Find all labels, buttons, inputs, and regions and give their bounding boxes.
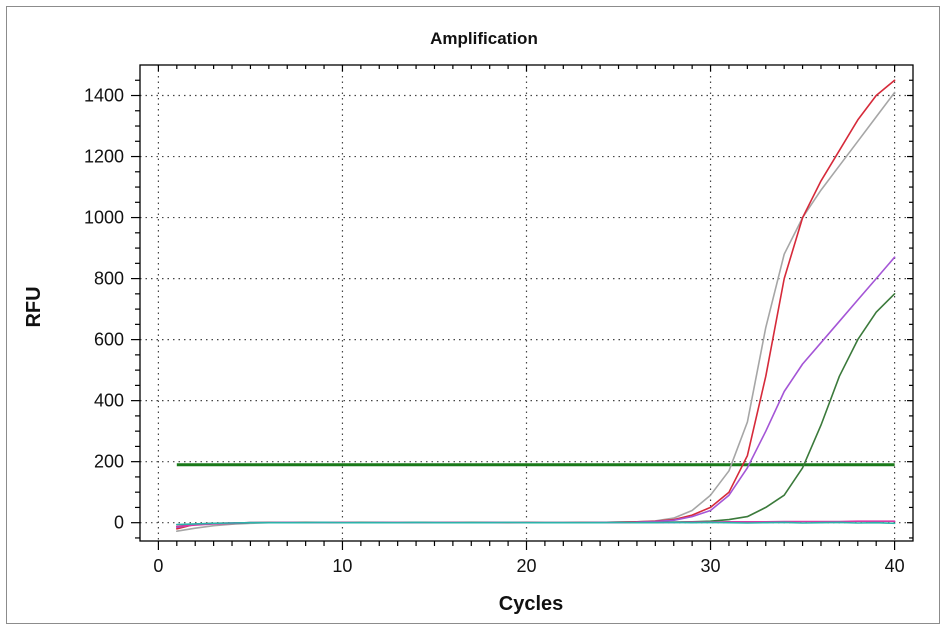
chart-window: Amplification RFU Cycles 0 10 20 30 40 0 200 40… bbox=[6, 6, 940, 624]
y-tick-label-0: 0 bbox=[114, 513, 124, 533]
y-tick-label-1400: 1400 bbox=[84, 86, 124, 106]
chart-title: Amplification bbox=[430, 29, 538, 48]
amplification-chart: Amplification RFU Cycles 0 10 20 30 40020040… bbox=[23, 29, 914, 615]
x-tick-label-40: 40 bbox=[885, 556, 905, 576]
y-tick-label-600: 600 bbox=[94, 330, 124, 350]
x-tick-label-30: 30 bbox=[701, 556, 721, 576]
grid bbox=[140, 65, 913, 541]
series-line-3 bbox=[176, 256, 896, 529]
x-tick-label-10: 10 bbox=[332, 556, 352, 576]
series-layer bbox=[176, 79, 896, 533]
series-line-4 bbox=[176, 292, 896, 528]
y-axis-label: RFU bbox=[23, 286, 45, 327]
x-axis-label: Cycles bbox=[499, 593, 564, 615]
y-tick-label-400: 400 bbox=[94, 391, 124, 411]
y-tick-label-800: 800 bbox=[94, 269, 124, 289]
x-tick-label-0: 0 bbox=[153, 556, 163, 576]
x-tick-label-20: 20 bbox=[516, 556, 536, 576]
y-tick-label-1000: 1000 bbox=[84, 208, 124, 228]
series-line-6 bbox=[176, 521, 896, 526]
y-tick-label-1200: 1200 bbox=[84, 147, 124, 167]
y-tick-label-200: 200 bbox=[94, 452, 124, 472]
